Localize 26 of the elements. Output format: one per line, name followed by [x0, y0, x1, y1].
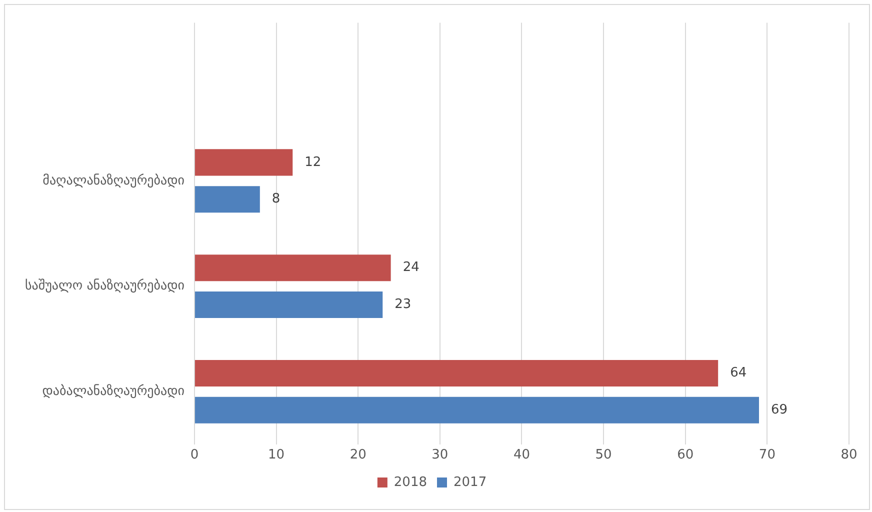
data-label: 23: [394, 297, 412, 312]
data-label: 8: [272, 192, 280, 207]
legend-label: 2018: [394, 474, 428, 490]
x-tick-label: 50: [595, 448, 612, 463]
data-label: 69: [771, 402, 788, 418]
x-tick-label: 80: [840, 448, 858, 463]
bar: [194, 396, 759, 424]
x-tick-label: 60: [677, 448, 694, 463]
bar: [194, 360, 718, 387]
bar: [194, 186, 260, 213]
bar: [194, 291, 383, 318]
x-tick-label: 20: [350, 448, 366, 463]
x-tick-label: 10: [268, 448, 285, 463]
data-label: 64: [730, 366, 747, 381]
x-tick-label: 0: [190, 448, 199, 463]
data-label: 12: [304, 154, 322, 170]
y-tick-label: დაბალანაზღაურებადი: [42, 384, 185, 400]
x-tick-label: 70: [758, 448, 776, 463]
data-label: 24: [402, 260, 420, 276]
bar: [194, 254, 391, 282]
x-tick-label: 40: [513, 448, 530, 463]
y-tick-label: მაღალანაზღაურებადი: [42, 173, 185, 188]
x-tick-label: 30: [432, 448, 448, 463]
y-tick-label: საშუალო ანაზღაურებადი: [24, 278, 185, 294]
legend-label: 2017: [454, 474, 487, 490]
bar: [194, 149, 293, 176]
